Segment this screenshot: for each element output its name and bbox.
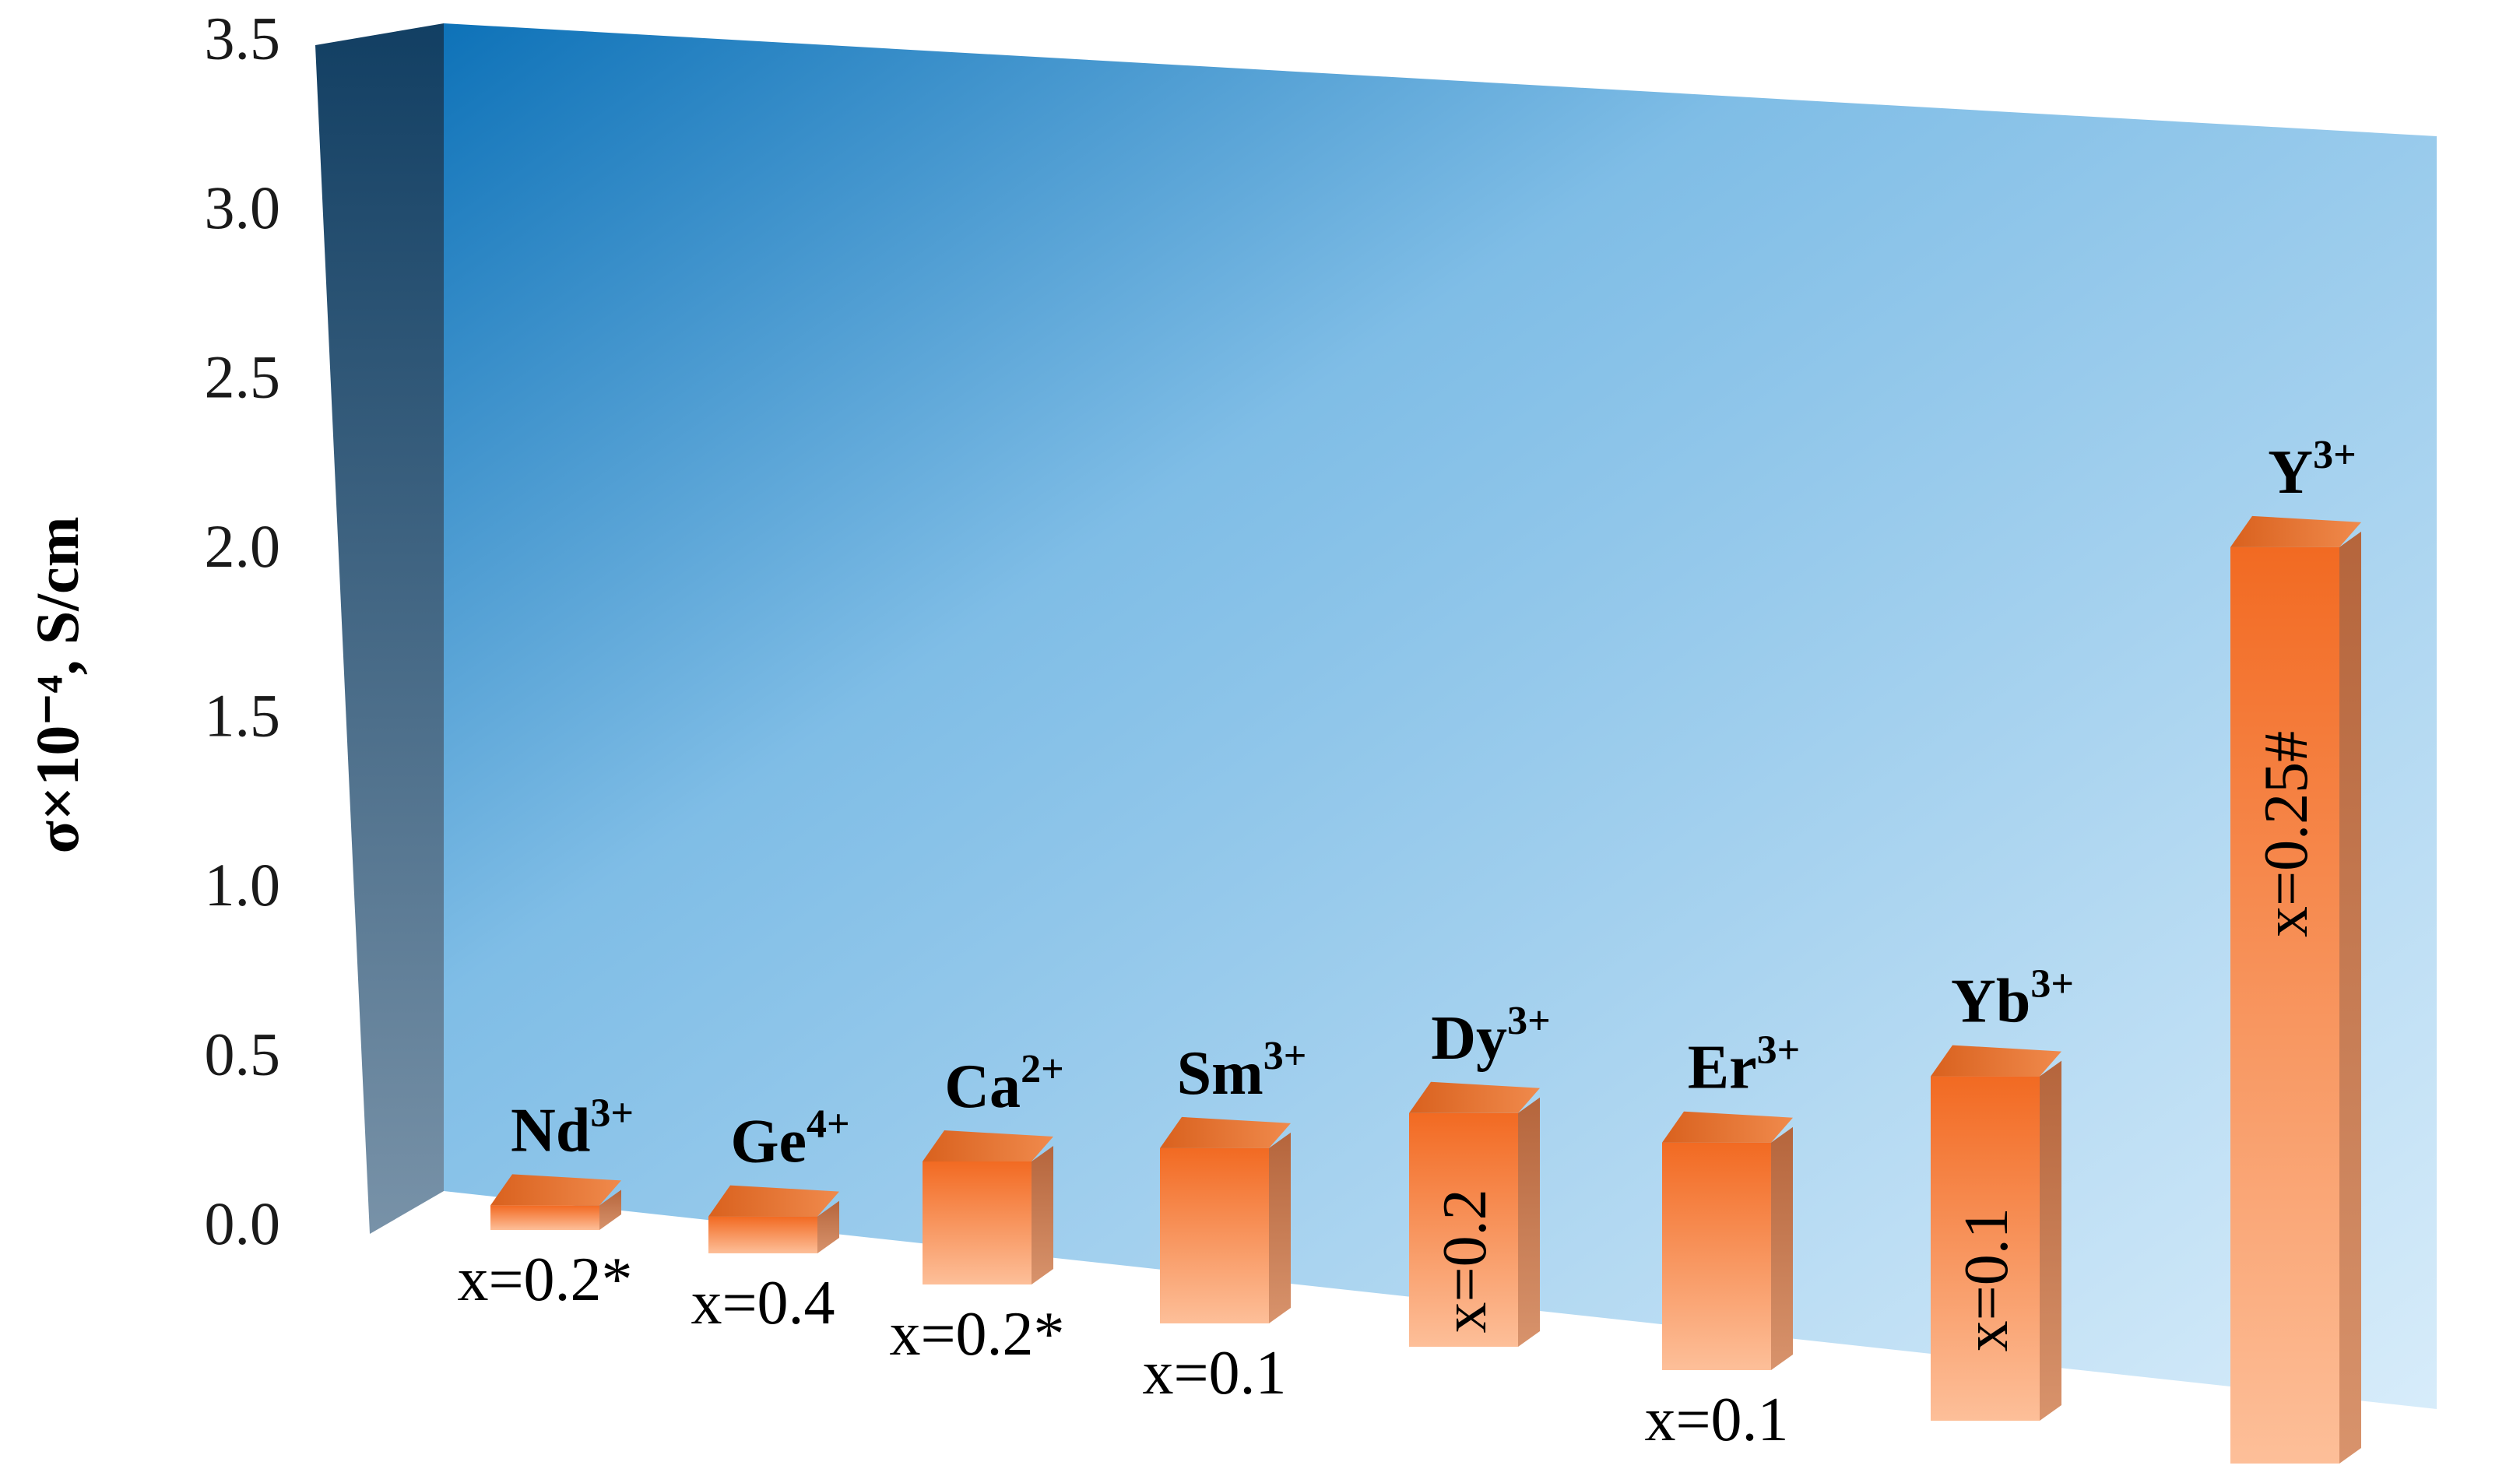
- bar-side: [599, 1190, 621, 1230]
- composition-label: x=0.2*: [457, 1246, 632, 1314]
- bar-y: Y3+x=0.25#: [2230, 433, 2361, 1464]
- bar-side: [1269, 1132, 1291, 1323]
- bar-top: [1931, 1045, 2061, 1077]
- bar-top: [490, 1174, 621, 1206]
- y-tick-label: 2.5: [205, 343, 281, 411]
- y-tick-label: 1.5: [205, 682, 281, 750]
- composition-label: x=0.4: [691, 1269, 835, 1337]
- y-tick-label: 1.0: [205, 851, 281, 919]
- y-axis-ticks: 0.0 0.5 1.0 1.5 2.0 2.5 3.0 3.5: [205, 5, 281, 1258]
- bar-yb: Yb3+x=0.1: [1931, 962, 2074, 1421]
- bar-dy: Dy3+x=0.2: [1409, 999, 1551, 1347]
- back-wall: [444, 23, 2437, 1409]
- bars: Nd3+x=0.2*Ge4+x=0.4Ca2+x=0.2*Sm3+x=0.1Dy…: [457, 433, 2361, 1464]
- y-tick-label: 0.5: [205, 1021, 281, 1088]
- bar-front: [1662, 1142, 1771, 1370]
- bar-side: [1518, 1097, 1540, 1347]
- bar-top: [1160, 1116, 1291, 1148]
- bar-top: [708, 1185, 839, 1217]
- bar-top: [923, 1130, 1053, 1161]
- y-axis-label: σ×10⁻⁴, S/cm: [23, 516, 91, 853]
- y-tick-label: 0.0: [205, 1190, 281, 1257]
- y-tick-label: 2.0: [205, 512, 281, 580]
- y-tick-label: 3.5: [205, 5, 281, 72]
- bar-side: [1771, 1126, 1793, 1370]
- composition-label: x=0.1: [1952, 1207, 2021, 1351]
- composition-label: x=0.2: [1431, 1189, 1499, 1333]
- bar-side: [2339, 531, 2361, 1464]
- bar-top: [2230, 515, 2361, 547]
- composition-label: x=0.1: [1644, 1386, 1788, 1454]
- composition-label: x=0.25#: [2252, 731, 2321, 937]
- bar-front: [708, 1216, 817, 1253]
- bar-front: [1409, 1112, 1518, 1347]
- bar-top: [1662, 1111, 1793, 1143]
- bar-ge: Ge4+x=0.4: [691, 1102, 849, 1337]
- bar-side: [1032, 1146, 1053, 1284]
- bar-side: [817, 1200, 839, 1253]
- bar-front: [1160, 1147, 1269, 1323]
- side-wall: [315, 23, 444, 1234]
- bar-side: [2040, 1060, 2061, 1421]
- composition-label: x=0.1: [1142, 1339, 1286, 1407]
- bar-front: [490, 1205, 599, 1230]
- bar-front: [2230, 546, 2339, 1464]
- bar-front: [923, 1161, 1032, 1284]
- bar-top: [1409, 1081, 1540, 1113]
- bar-er: Er3+x=0.1: [1644, 1028, 1800, 1454]
- y-tick-label: 3.0: [205, 174, 281, 241]
- bar-front: [1931, 1076, 2040, 1421]
- composition-label: x=0.2*: [889, 1300, 1064, 1369]
